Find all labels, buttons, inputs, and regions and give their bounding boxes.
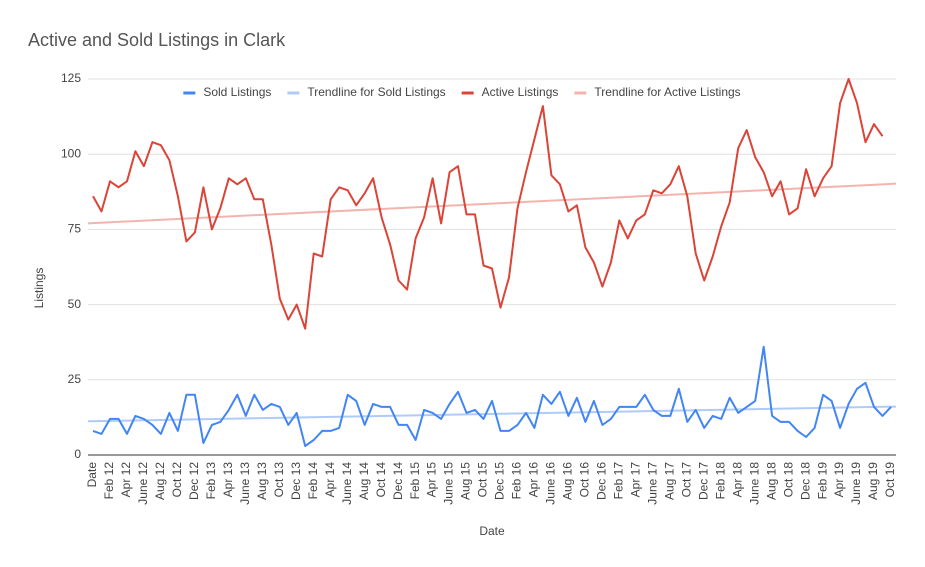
legend-label: Active Listings bbox=[482, 85, 559, 99]
x-tick-label: Aug 14 bbox=[357, 462, 371, 500]
x-tick-label: Apr 18 bbox=[730, 462, 744, 498]
x-tick-label: Oct 17 bbox=[679, 462, 693, 498]
x-tick-label: Feb 15 bbox=[408, 462, 422, 500]
x-tick-label: Apr 17 bbox=[628, 462, 642, 498]
y-tick-label: 100 bbox=[61, 146, 81, 160]
chart-title: Active and Sold Listings in Clark bbox=[28, 30, 286, 50]
x-tick-label: June 18 bbox=[747, 462, 761, 505]
x-tick-label: Dec 12 bbox=[187, 462, 201, 500]
x-tick-label: Aug 15 bbox=[459, 462, 473, 500]
y-tick-label: 75 bbox=[68, 222, 82, 236]
x-tick-label: Oct 14 bbox=[374, 462, 388, 498]
x-tick-label: June 15 bbox=[442, 462, 456, 505]
x-tick-label: Oct 15 bbox=[476, 462, 490, 498]
x-tick-label: Apr 16 bbox=[527, 462, 541, 498]
x-tick-label: June 12 bbox=[136, 462, 150, 505]
x-tick-label: Apr 14 bbox=[323, 462, 337, 498]
x-tick-label: Feb 19 bbox=[815, 462, 829, 500]
x-tick-label: Dec 14 bbox=[391, 462, 405, 500]
x-tick-label: Aug 18 bbox=[764, 462, 778, 500]
x-tick-label: Dec 13 bbox=[289, 462, 303, 500]
legend: Sold Listings Trendline for Sold Listings… bbox=[183, 85, 741, 99]
x-tick-label: Feb 13 bbox=[204, 462, 218, 500]
x-tick-label: Date bbox=[85, 462, 99, 488]
x-tick-label: Oct 19 bbox=[883, 462, 897, 498]
x-tick-label: Aug 17 bbox=[662, 462, 676, 500]
y-tick-label: 25 bbox=[68, 372, 82, 386]
x-axis-title: Date bbox=[479, 524, 505, 538]
x-tick-label: June 14 bbox=[340, 462, 354, 505]
x-tick-label: Dec 17 bbox=[696, 462, 710, 500]
y-tick-label: 125 bbox=[61, 71, 81, 85]
y-tick-label: 0 bbox=[74, 447, 81, 461]
x-tick-label: Dec 15 bbox=[493, 462, 507, 500]
x-tick-label: Feb 18 bbox=[713, 462, 727, 500]
y-axis-title: Listings bbox=[32, 268, 46, 309]
x-tick-label: Aug 19 bbox=[866, 462, 880, 500]
x-tick-label: June 17 bbox=[645, 462, 659, 505]
x-tick-label: Apr 19 bbox=[832, 462, 846, 498]
data-line bbox=[92, 345, 892, 447]
x-tick-label: Feb 16 bbox=[510, 462, 524, 500]
x-tick-label: Apr 12 bbox=[119, 462, 133, 498]
x-tick-label: Dec 18 bbox=[798, 462, 812, 500]
x-tick-label: June 16 bbox=[544, 462, 558, 505]
x-tick-label: Oct 12 bbox=[170, 462, 184, 498]
legend-label: Trendline for Active Listings bbox=[594, 85, 740, 99]
trendline bbox=[87, 182, 897, 225]
y-tick-label: 50 bbox=[68, 297, 82, 311]
legend-label: Sold Listings bbox=[203, 85, 271, 99]
x-tick-label: Oct 18 bbox=[781, 462, 795, 498]
x-tick-label: Oct 16 bbox=[578, 462, 592, 498]
x-tick-label: Feb 12 bbox=[102, 462, 116, 500]
x-tick-label: Aug 13 bbox=[255, 462, 269, 500]
x-tick-label: Oct 13 bbox=[272, 462, 286, 498]
x-tick-label: June 19 bbox=[849, 462, 863, 505]
x-tick-label: Feb 17 bbox=[612, 462, 626, 500]
x-tick-label: June 13 bbox=[238, 462, 252, 505]
data-line bbox=[92, 78, 884, 330]
x-tick-label: Feb 14 bbox=[306, 462, 320, 500]
x-tick-label: Aug 16 bbox=[561, 462, 575, 500]
x-tick-label: Aug 12 bbox=[153, 462, 167, 500]
trendline bbox=[87, 405, 897, 423]
x-tick-label: Apr 13 bbox=[221, 462, 235, 498]
legend-label: Trendline for Sold Listings bbox=[307, 85, 445, 99]
x-tick-label: Apr 15 bbox=[425, 462, 439, 498]
x-tick-label: Dec 16 bbox=[595, 462, 609, 500]
